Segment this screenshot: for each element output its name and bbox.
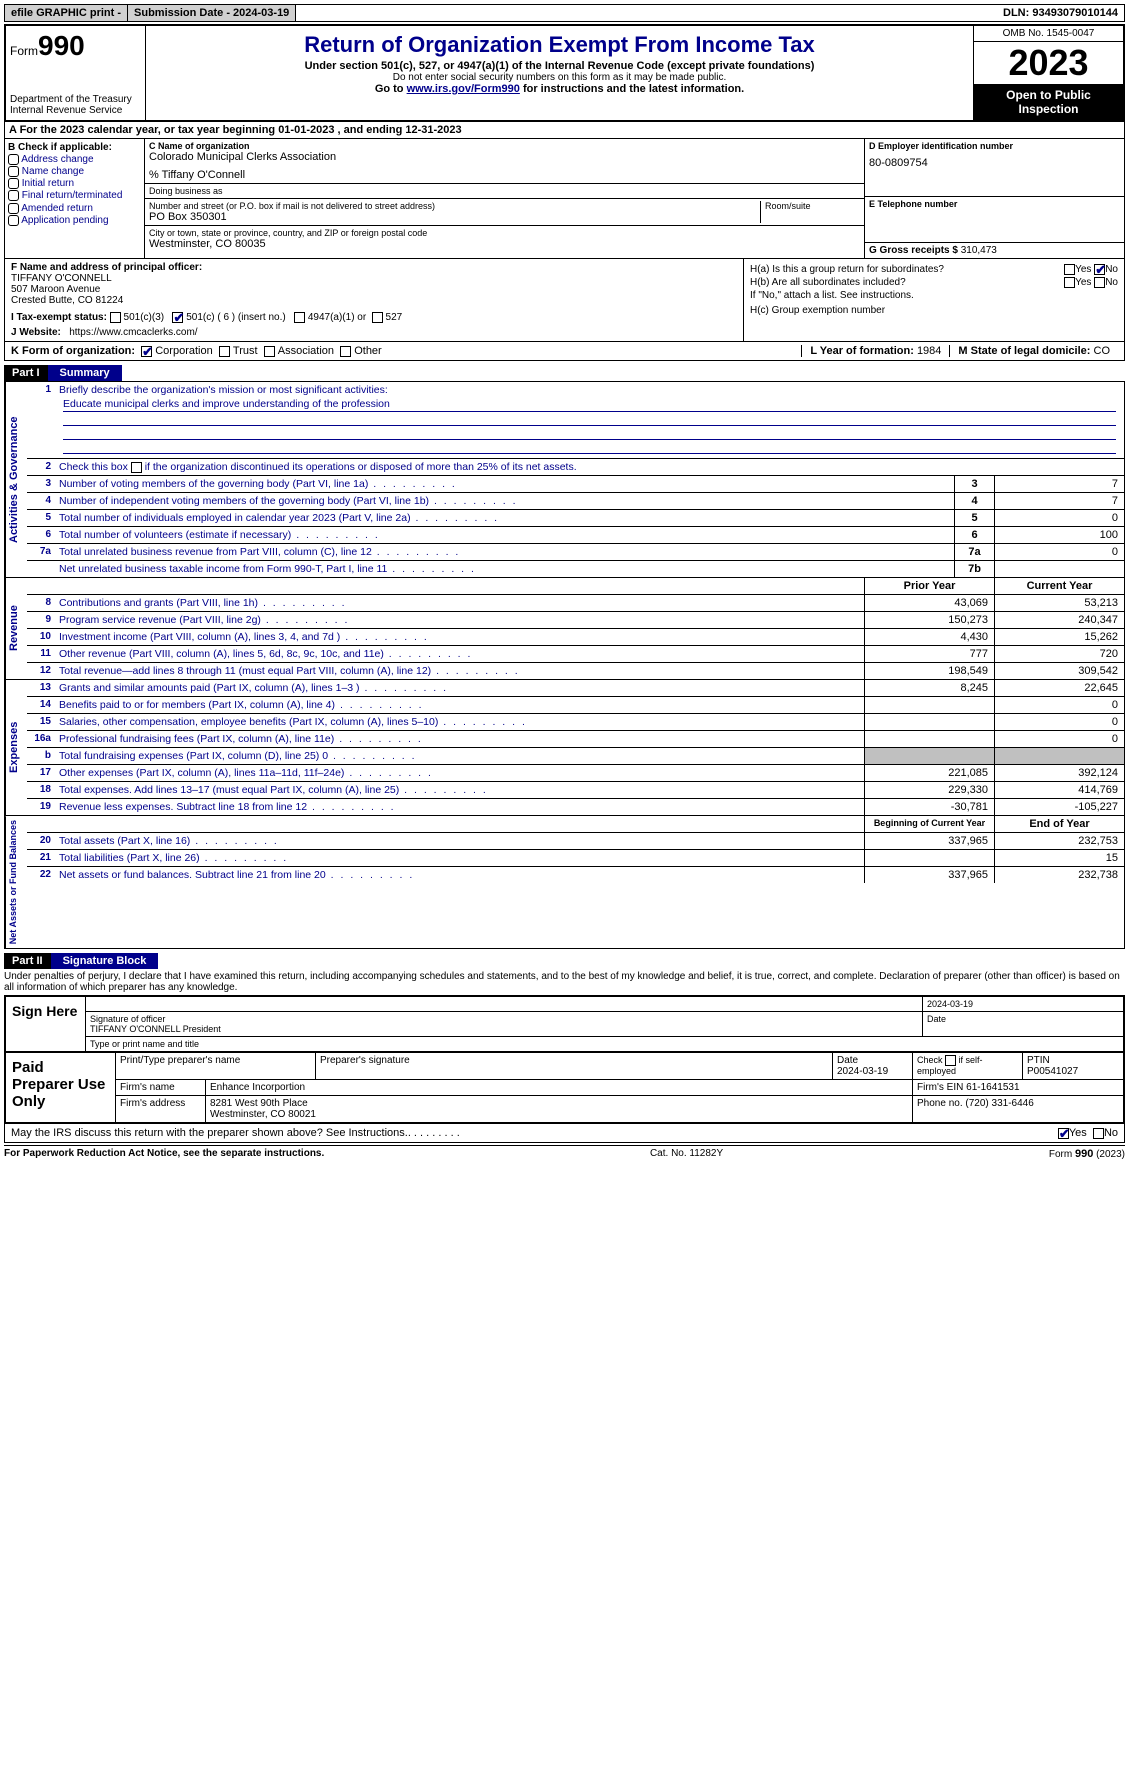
form-subtitle: Under section 501(c), 527, or 4947(a)(1)…: [150, 60, 969, 72]
cb-corporation[interactable]: [141, 346, 152, 357]
dept-treasury: Department of the Treasury Internal Reve…: [10, 94, 141, 116]
cb-501c[interactable]: [172, 312, 183, 323]
officer-signature: TIFFANY O'CONNELL President: [90, 1024, 918, 1034]
address-cell: Number and street (or P.O. box if mail i…: [145, 199, 864, 226]
form-title: Return of Organization Exempt From Incom…: [150, 32, 969, 58]
year-formation: L Year of formation: 1984: [801, 345, 949, 357]
irs-link[interactable]: www.irs.gov/Form990: [407, 83, 520, 95]
cb-final-return[interactable]: Final return/terminated: [8, 190, 141, 201]
cb-amended-return[interactable]: Amended return: [8, 203, 141, 214]
block-bcdeg: B Check if applicable: Address change Na…: [4, 139, 1125, 259]
omb-number: OMB No. 1545-0047: [974, 26, 1123, 42]
public-inspection: Open to Public Inspection: [974, 84, 1123, 120]
tax-year: 2023: [974, 42, 1123, 84]
cb-address-change[interactable]: Address change: [8, 154, 141, 165]
city-cell: City or town, state or province, country…: [145, 226, 864, 252]
cb-name-change[interactable]: Name change: [8, 166, 141, 177]
website-url: https://www.cmcaclerks.com/: [69, 327, 197, 338]
efile-print[interactable]: efile GRAPHIC print -: [5, 5, 128, 21]
top-bar: efile GRAPHIC print - Submission Date - …: [4, 4, 1125, 22]
cb-application-pending[interactable]: Application pending: [8, 215, 141, 226]
cb-discuss-yes[interactable]: [1058, 1128, 1069, 1139]
side-ag: Activities & Governance: [5, 382, 27, 577]
discuss-row: May the IRS discuss this return with the…: [4, 1124, 1125, 1143]
cb-ha-no[interactable]: [1094, 264, 1105, 275]
col-h-group: H(a) Is this a group return for subordin…: [744, 259, 1124, 341]
form-header: Form990 Department of the Treasury Inter…: [4, 24, 1125, 122]
summary-rev: Revenue Prior Year Current Year 8Contrib…: [4, 578, 1125, 680]
mission-text: Educate municipal clerks and improve und…: [63, 398, 1116, 412]
footer: For Paperwork Reduction Act Notice, see …: [4, 1145, 1125, 1162]
block-fh: F Name and address of principal officer:…: [4, 259, 1125, 342]
cb-initial-return[interactable]: Initial return: [8, 178, 141, 189]
part1-header: Part I Summary: [4, 365, 1125, 381]
row-k: K Form of organization: Corporation Trus…: [4, 342, 1125, 361]
summary-ag: Activities & Governance 1 Briefly descri…: [4, 381, 1125, 578]
summary-exp: Expenses 13Grants and similar amounts pa…: [4, 680, 1125, 816]
dba-cell: Doing business as: [145, 184, 864, 199]
side-rev: Revenue: [5, 578, 27, 679]
row-a-tax-year: A For the 2023 calendar year, or tax yea…: [4, 122, 1125, 139]
org-name-cell: C Name of organization Colorado Municipa…: [145, 139, 864, 184]
ein-cell: D Employer identification number 80-0809…: [865, 139, 1124, 197]
declaration-text: Under penalties of perjury, I declare th…: [4, 969, 1125, 995]
part2-header: Part II Signature Block: [4, 953, 1125, 969]
side-exp: Expenses: [5, 680, 27, 815]
sign-here-block: Sign Here 2024-03-19 Signature of office…: [4, 995, 1125, 1053]
col-b-checkboxes: B Check if applicable: Address change Na…: [5, 139, 145, 258]
ssn-note: Do not enter social security numbers on …: [150, 72, 969, 83]
gross-receipts-cell: G Gross receipts $ 310,473: [865, 243, 1124, 258]
summary-net: Net Assets or Fund Balances Beginning of…: [4, 816, 1125, 949]
submission-date: Submission Date - 2024-03-19: [128, 5, 296, 21]
state-domicile: M State of legal domicile: CO: [949, 345, 1118, 357]
phone-cell: E Telephone number: [865, 197, 1124, 243]
side-net: Net Assets or Fund Balances: [5, 816, 27, 948]
paid-preparer-block: Paid Preparer Use Only Print/Type prepar…: [4, 1053, 1125, 1124]
firm-name: Enhance Incorportion: [206, 1080, 913, 1095]
dln: DLN: 93493079010144: [997, 5, 1124, 21]
goto-note: Go to www.irs.gov/Form990 for instructio…: [150, 83, 969, 95]
form-number: Form990: [10, 30, 141, 62]
principal-officer: F Name and address of principal officer:…: [5, 259, 744, 341]
